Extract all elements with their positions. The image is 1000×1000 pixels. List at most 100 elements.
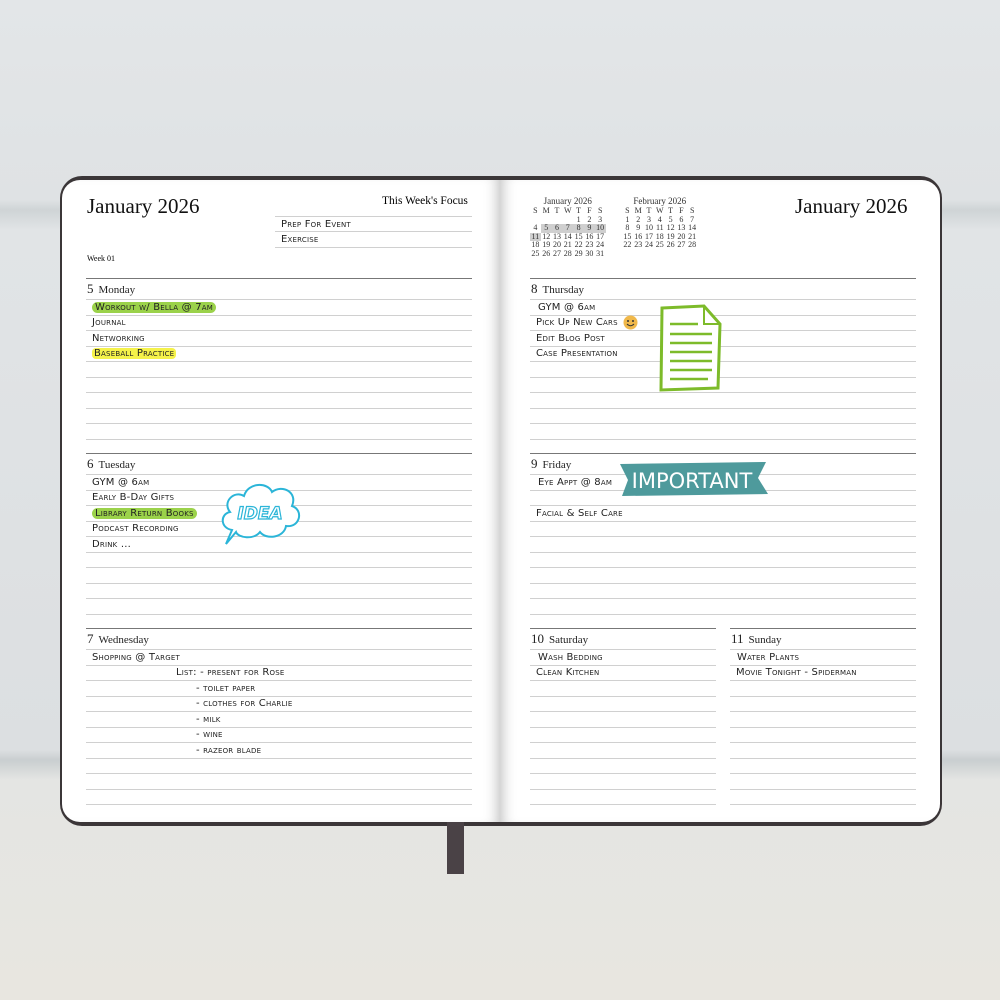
- calendar-date[interactable]: 22: [574, 240, 583, 250]
- calendar-date[interactable]: 9: [583, 224, 595, 233]
- calendar-date[interactable]: 2: [636, 214, 641, 224]
- calendar-date[interactable]: 27: [552, 248, 561, 258]
- calendar-date[interactable]: 10: [594, 223, 606, 233]
- calendar-date[interactable]: 8: [573, 224, 584, 233]
- calendar-date[interactable]: 21: [688, 231, 697, 241]
- day-header: 10 Saturday: [531, 631, 588, 647]
- calendar-date[interactable]: 9: [636, 223, 641, 233]
- calendar-date[interactable]: 30: [585, 248, 594, 258]
- calendar-date[interactable]: 19: [542, 240, 551, 250]
- ruled-line: [730, 680, 916, 682]
- entry-text: GYM @ 6am: [92, 477, 150, 488]
- calendar-date[interactable]: 23: [634, 240, 643, 250]
- calendar-date[interactable]: 25: [531, 248, 540, 258]
- ruled-line: [530, 520, 916, 522]
- left-page-title: January 2026: [87, 194, 200, 218]
- ruled-line: [530, 695, 716, 697]
- calendar-date[interactable]: 19: [666, 231, 675, 241]
- entry-text: Baseball Practice: [92, 348, 177, 360]
- calendar-date[interactable]: 24: [644, 240, 653, 250]
- calendar-date[interactable]: 27: [677, 240, 686, 250]
- calendar-date[interactable]: 7: [690, 214, 695, 224]
- calendar-date[interactable]: 18: [655, 231, 664, 241]
- focus-line: [275, 231, 472, 232]
- day-number: 6: [87, 456, 94, 471]
- calendar-date[interactable]: 14: [688, 223, 697, 233]
- focus-item: Prep For Event: [281, 219, 351, 230]
- focus-line: [275, 216, 472, 217]
- calendar-date[interactable]: 15: [623, 231, 632, 241]
- calendar-date[interactable]: 28: [688, 240, 697, 250]
- calendar-date[interactable]: 12: [666, 223, 675, 233]
- calendar-date[interactable]: 22: [623, 240, 632, 250]
- weekday-label: W: [564, 206, 572, 215]
- mini-calendar-title: January 2026: [543, 196, 592, 206]
- calendar-date[interactable]: 28: [563, 248, 572, 258]
- calendar-date[interactable]: 17: [644, 231, 653, 241]
- ruled-line: [530, 726, 716, 728]
- ruled-line: [86, 423, 472, 425]
- calendar-date[interactable]: 11: [530, 231, 541, 242]
- calendar-date[interactable]: 20: [552, 240, 561, 250]
- entry-text: Drink ...: [92, 538, 131, 550]
- entry-text: Wash Bedding: [538, 652, 603, 663]
- ruled-line: [730, 757, 916, 759]
- ruled-line: [730, 695, 916, 697]
- calendar-date[interactable]: 1: [625, 214, 630, 224]
- calendar-date[interactable]: 3: [598, 214, 603, 224]
- day-divider: [86, 278, 472, 279]
- calendar-date[interactable]: 1: [576, 214, 581, 224]
- day-name: Sunday: [748, 634, 782, 646]
- weekday-label: T: [554, 206, 560, 215]
- calendar-date[interactable]: 7: [562, 224, 574, 233]
- calendar-date[interactable]: 2: [587, 214, 592, 224]
- ruled-line: [86, 695, 472, 697]
- entry-text: GYM @ 6am: [538, 302, 596, 313]
- calendar-date[interactable]: 11: [655, 223, 664, 233]
- ruled-line: [530, 330, 916, 332]
- calendar-date[interactable]: 26: [666, 240, 675, 250]
- calendar-date[interactable]: 24: [596, 240, 605, 250]
- calendar-date[interactable]: 6: [679, 214, 684, 224]
- mini-calendar-title: February 2026: [633, 196, 687, 206]
- day-number: 11: [731, 631, 744, 646]
- calendar-date[interactable]: 31: [596, 248, 605, 258]
- calendar-date[interactable]: 23: [585, 240, 594, 250]
- calendar-date[interactable]: 29: [574, 248, 583, 258]
- weekday-label: S: [625, 206, 630, 215]
- calendar-date[interactable]: 16: [634, 231, 643, 241]
- calendar-date[interactable]: 6: [551, 224, 563, 233]
- calendar-date[interactable]: 13: [552, 231, 561, 241]
- ruled-line: [730, 649, 916, 651]
- ruled-line: [530, 345, 916, 347]
- calendar-date[interactable]: 12: [542, 231, 551, 241]
- entry-text: - wine: [196, 729, 223, 741]
- entry-text: Podcast Recording: [92, 523, 179, 535]
- calendar-date[interactable]: 5: [668, 214, 673, 224]
- ruled-line: [530, 407, 916, 409]
- calendar-date[interactable]: 8: [625, 223, 630, 233]
- ruled-line: [86, 567, 472, 569]
- calendar-date[interactable]: 25: [655, 240, 664, 250]
- calendar-date[interactable]: 21: [563, 240, 572, 250]
- ruled-line: [86, 314, 472, 316]
- day-header: 7 Wednesday: [87, 631, 149, 647]
- calendar-date[interactable]: 15: [574, 231, 583, 241]
- calendar-date[interactable]: 4: [657, 214, 662, 224]
- calendar-date[interactable]: 13: [677, 223, 686, 233]
- ruled-line: [530, 711, 716, 713]
- ruled-line: [530, 664, 716, 666]
- calendar-date[interactable]: 17: [596, 231, 605, 241]
- calendar-date[interactable]: 26: [542, 248, 551, 258]
- calendar-date[interactable]: 4: [533, 223, 538, 233]
- calendar-date[interactable]: 5: [540, 224, 552, 233]
- calendar-date[interactable]: 18: [531, 240, 540, 250]
- calendar-date[interactable]: 10: [644, 223, 653, 233]
- day-name: Saturday: [549, 634, 589, 646]
- weekday-label: M: [542, 206, 550, 215]
- ruled-line: [530, 361, 916, 363]
- calendar-date[interactable]: 20: [677, 231, 686, 241]
- calendar-date[interactable]: 14: [563, 231, 572, 241]
- calendar-date[interactable]: 3: [646, 214, 651, 224]
- calendar-date[interactable]: 16: [585, 231, 594, 241]
